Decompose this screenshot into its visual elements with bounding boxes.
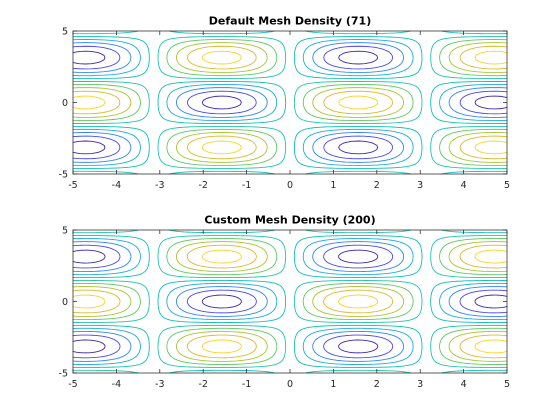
subplot-default-mesh: Default Mesh Density (71) -5 -4 -3 -2 -1 0 1 2 3…	[59, 15, 511, 192]
contour-level-5	[72, 229, 508, 374]
contour-level-0	[72, 249, 508, 354]
contour-level-4	[72, 30, 508, 175]
contour-level-0	[72, 50, 508, 155]
contour-level-1	[72, 244, 508, 359]
x-tick-label: -4	[112, 379, 121, 390]
y-tick-label: -5	[59, 369, 68, 380]
contour-level-4	[72, 229, 508, 374]
x-tick-label: 4	[461, 379, 467, 390]
plot-title: Default Mesh Density (71)	[209, 15, 371, 28]
x-tick-label: -1	[242, 180, 251, 191]
y-tick-label: 5	[62, 27, 68, 38]
x-tick-label: -3	[155, 180, 164, 191]
x-tick-label: 2	[374, 379, 380, 390]
x-tick-label: 3	[417, 180, 423, 191]
x-tick-label: -2	[198, 379, 207, 390]
x-tick-label: -5	[68, 180, 77, 191]
contour-level-9	[72, 50, 508, 155]
y-tick-label: -5	[59, 170, 68, 181]
contour-lines	[72, 229, 508, 374]
tick-marks	[72, 229, 508, 374]
x-tick-label: 4	[461, 180, 467, 191]
x-tick-label: -1	[242, 379, 251, 390]
tick-labels: -5 -4 -3 -2 -1 0 1 2 3 4 5 -5 0 5	[59, 27, 511, 192]
axes-frame	[72, 229, 508, 374]
x-tick-label: 2	[374, 180, 380, 191]
x-tick-label: -4	[112, 180, 121, 191]
tick-marks	[72, 30, 508, 175]
contour-level-8	[72, 45, 508, 160]
y-tick-label: 5	[62, 226, 68, 237]
x-tick-label: -5	[68, 379, 77, 390]
contour-level-1	[72, 45, 508, 160]
subplot-custom-mesh: Custom Mesh Density (200) -5 -4 -3 -2 -1 0 1 2 3…	[59, 214, 511, 391]
y-tick-label: 0	[62, 98, 68, 109]
x-tick-label: 0	[287, 180, 293, 191]
axes-frame	[72, 30, 508, 175]
tick-labels: -5 -4 -3 -2 -1 0 1 2 3 4 5 -5 0 5	[59, 226, 511, 391]
contour-level-2	[72, 42, 508, 163]
contour-level-5	[72, 30, 508, 175]
contour-level-3	[72, 238, 508, 365]
x-tick-label: 3	[417, 379, 423, 390]
contour-level-3	[72, 39, 508, 166]
x-tick-label: 0	[287, 379, 293, 390]
y-tick-label: 0	[62, 297, 68, 308]
x-tick-label: 1	[330, 180, 336, 191]
contour-level-7	[72, 42, 508, 163]
contour-level-9	[72, 249, 508, 354]
x-tick-label: 5	[504, 379, 510, 390]
contour-lines	[72, 30, 508, 175]
x-tick-label: -3	[155, 379, 164, 390]
contour-level-7	[72, 241, 508, 362]
x-tick-label: -2	[198, 180, 207, 191]
x-tick-label: 1	[330, 379, 336, 390]
contour-level-6	[72, 238, 508, 365]
x-tick-label: 5	[504, 180, 510, 191]
contour-level-2	[72, 241, 508, 362]
contour-level-8	[72, 244, 508, 359]
plot-title: Custom Mesh Density (200)	[204, 214, 375, 227]
contour-level-6	[72, 39, 508, 166]
